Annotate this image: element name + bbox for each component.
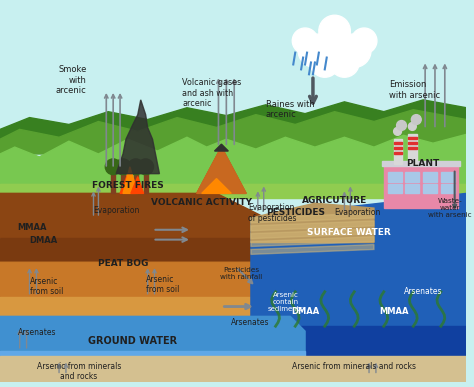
Polygon shape — [0, 297, 290, 317]
Text: AGRICUTURE: AGRICUTURE — [302, 196, 367, 205]
Polygon shape — [215, 144, 228, 151]
Bar — [393, 147, 402, 149]
Polygon shape — [131, 176, 144, 194]
Circle shape — [411, 115, 421, 125]
Text: PESTICIDES: PESTICIDES — [266, 208, 325, 217]
Text: Arsenates: Arsenates — [404, 287, 442, 296]
Text: Arsenic from minerals
and rocks: Arsenic from minerals and rocks — [36, 361, 121, 381]
Polygon shape — [0, 194, 266, 238]
Circle shape — [351, 28, 377, 54]
Circle shape — [319, 15, 350, 47]
Text: Evaporation: Evaporation — [93, 206, 140, 215]
Polygon shape — [0, 238, 266, 262]
Bar — [409, 137, 417, 139]
Polygon shape — [0, 134, 466, 183]
Bar — [0, 2, 466, 129]
Polygon shape — [123, 167, 138, 194]
Polygon shape — [0, 110, 466, 154]
Circle shape — [298, 34, 332, 67]
Text: DMAA: DMAA — [29, 236, 58, 245]
Bar — [382, 161, 460, 166]
Text: Waste-
water
with arsenic: Waste- water with arsenic — [428, 198, 472, 218]
Bar — [393, 142, 402, 144]
Circle shape — [310, 48, 339, 77]
Circle shape — [337, 34, 371, 67]
Polygon shape — [0, 317, 305, 351]
Polygon shape — [0, 351, 305, 356]
Text: GROUND WATER: GROUND WATER — [88, 336, 177, 346]
Circle shape — [105, 159, 121, 175]
Polygon shape — [197, 147, 246, 194]
Text: Arsenates: Arsenates — [231, 319, 270, 327]
Text: PLANT: PLANT — [407, 159, 440, 168]
Text: Volcanic gases
and ash with
arcenic: Volcanic gases and ash with arcenic — [182, 78, 241, 108]
Text: SURFACE WATER: SURFACE WATER — [308, 228, 391, 237]
Text: Evaporation
of pesticides: Evaporation of pesticides — [248, 203, 297, 223]
Polygon shape — [0, 183, 466, 194]
Text: Emission
with arsenic: Emission with arsenic — [389, 80, 440, 99]
Bar — [144, 174, 147, 194]
Circle shape — [409, 123, 416, 130]
Polygon shape — [251, 221, 374, 231]
Text: Arsenates: Arsenates — [18, 328, 56, 337]
Polygon shape — [251, 213, 374, 223]
Polygon shape — [120, 174, 136, 194]
Circle shape — [315, 26, 354, 65]
Circle shape — [397, 120, 406, 130]
Bar — [0, 356, 466, 382]
Bar — [409, 147, 417, 149]
Polygon shape — [0, 100, 466, 144]
Circle shape — [343, 35, 370, 62]
Polygon shape — [251, 203, 374, 243]
Bar — [423, 183, 437, 194]
Bar — [388, 183, 401, 194]
Text: FOREST FIRES: FOREST FIRES — [92, 181, 164, 190]
Bar — [111, 174, 115, 194]
Bar — [409, 142, 417, 144]
Bar — [423, 172, 437, 182]
Bar — [393, 152, 402, 154]
Polygon shape — [197, 147, 246, 194]
Circle shape — [292, 28, 318, 54]
Bar — [393, 139, 402, 164]
Bar — [121, 174, 125, 194]
Circle shape — [393, 127, 401, 135]
Text: MMAA: MMAA — [379, 307, 409, 315]
Circle shape — [330, 48, 359, 77]
Text: Arsenic
from soil: Arsenic from soil — [146, 275, 179, 295]
Text: PEAT BOG: PEAT BOG — [98, 259, 148, 268]
Polygon shape — [251, 237, 374, 247]
Polygon shape — [116, 100, 159, 174]
Text: Arsenic
from soil: Arsenic from soil — [29, 277, 63, 296]
Text: Pesticides
with rainfall: Pesticides with rainfall — [220, 267, 262, 280]
Text: VOLCANIC ACTIVITY: VOLCANIC ACTIVITY — [151, 198, 252, 207]
Text: MMAA: MMAA — [18, 223, 47, 232]
Bar — [134, 174, 138, 194]
Bar — [441, 183, 455, 194]
Polygon shape — [251, 229, 374, 239]
Polygon shape — [251, 326, 466, 356]
Polygon shape — [197, 147, 246, 194]
Text: Arsenic
contain
sediments: Arsenic contain sediments — [267, 292, 303, 312]
Polygon shape — [0, 262, 290, 297]
Bar — [405, 172, 419, 182]
Text: Arsenic from minerals and rocks: Arsenic from minerals and rocks — [292, 361, 416, 371]
Bar — [0, 183, 466, 198]
Polygon shape — [202, 178, 231, 194]
Polygon shape — [251, 194, 466, 356]
Bar — [409, 134, 417, 164]
Text: DMAA: DMAA — [291, 307, 319, 315]
Circle shape — [115, 159, 131, 175]
Bar — [388, 172, 401, 182]
Circle shape — [138, 159, 154, 175]
Polygon shape — [251, 245, 374, 254]
Text: Raines with
arcenic: Raines with arcenic — [266, 100, 314, 119]
Bar — [405, 183, 419, 194]
Bar — [441, 172, 455, 182]
Bar — [384, 164, 457, 208]
Text: Smoke
with
arcenic: Smoke with arcenic — [56, 65, 87, 95]
Text: Evaporation: Evaporation — [335, 208, 381, 217]
Circle shape — [128, 159, 144, 175]
